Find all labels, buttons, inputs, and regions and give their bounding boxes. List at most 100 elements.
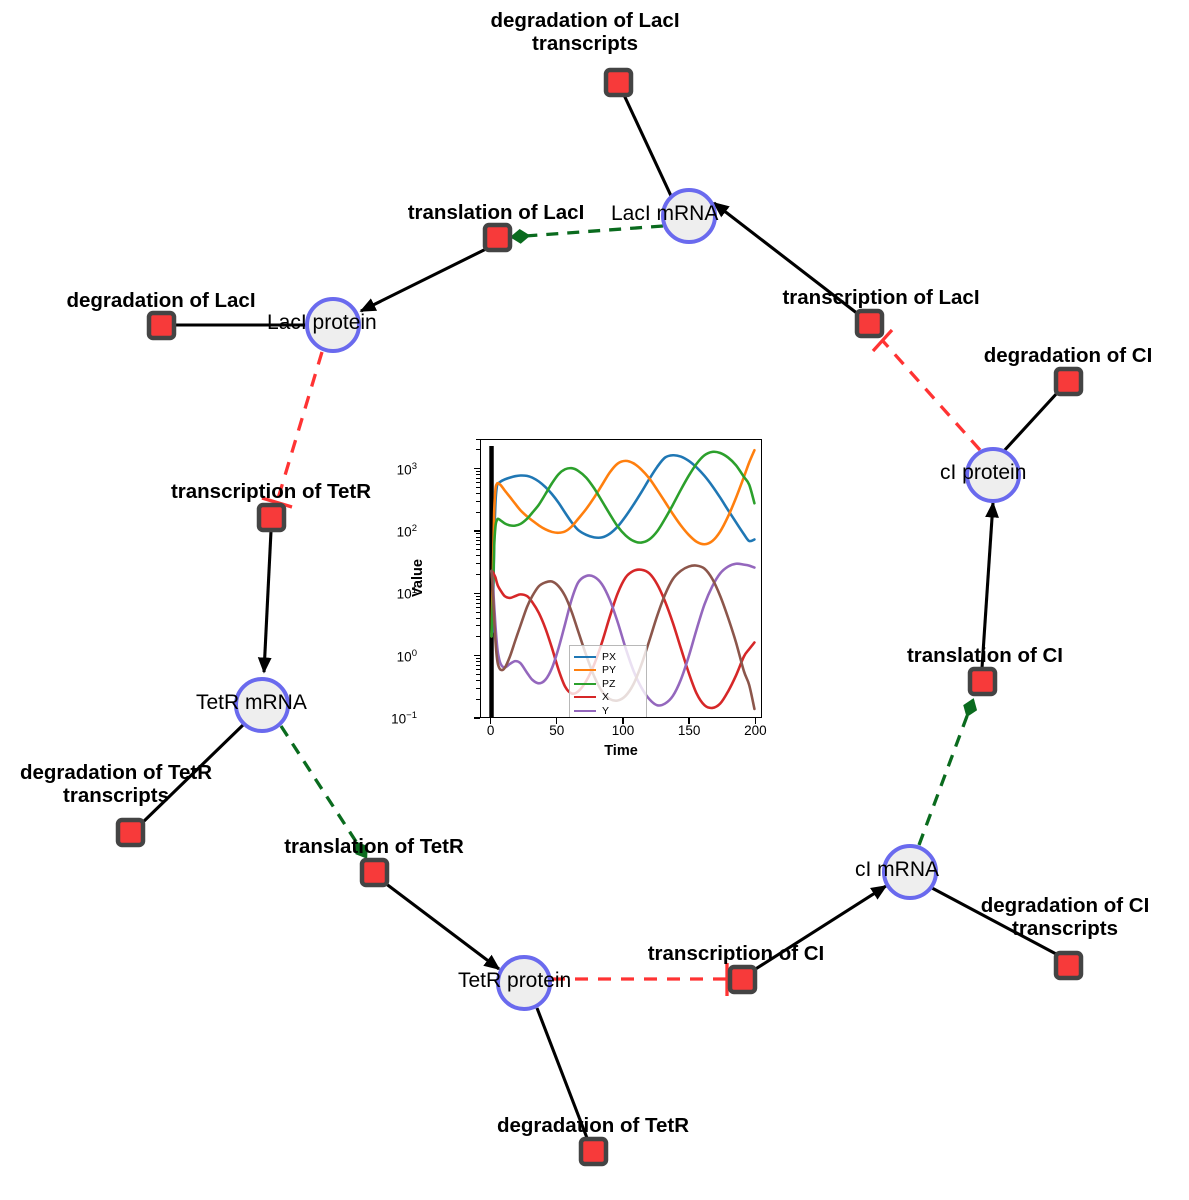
species-label-ci-protein: cI protein — [940, 461, 1027, 484]
chart-y-minor-tickmark — [476, 598, 480, 600]
chart-x-tickmark — [754, 718, 757, 724]
species-node-laci-protein[interactable] — [305, 297, 361, 353]
chart-x-tickmark — [556, 718, 558, 724]
chart-legend-label: PZ — [602, 677, 616, 690]
species-node-ci-protein[interactable] — [965, 447, 1021, 503]
chart-x-tick: 100 — [611, 723, 635, 738]
chart-y-minor-tickmark — [476, 606, 480, 608]
reaction-node-deg-laci-transcripts[interactable] — [603, 67, 634, 98]
chart-legend-label: X — [602, 691, 610, 703]
edge-catalysis-tetr-mrna-translation — [279, 725, 368, 859]
reaction-label-translation-tetr: translation of TetR — [284, 835, 464, 858]
reaction-node-transcription-ci[interactable] — [727, 964, 758, 995]
chart-y-minor-tickmark — [476, 574, 480, 576]
edge-catalysis-ci-mrna-translation — [917, 698, 978, 846]
species-node-ci-mrna[interactable] — [882, 844, 938, 900]
chart-y-tickmark — [474, 717, 480, 719]
species-label-tetr-mrna: TetR mRNA — [196, 691, 307, 714]
reaction-node-translation-tetr[interactable] — [359, 857, 390, 888]
reaction-label-transcription-laci: transcription of LacI — [782, 286, 980, 309]
chart-y-minor-tickmark — [476, 511, 480, 513]
chart-legend-label: Y — [602, 704, 610, 717]
chart-y-tick: 102 — [396, 522, 417, 540]
chart-y-tickmark — [474, 468, 480, 470]
chart-y-minor-tickmark — [476, 555, 480, 557]
species-node-tetr-mrna[interactable] — [234, 677, 290, 733]
species-node-tetr-protein[interactable] — [496, 955, 552, 1011]
edge-deg-ci-transcripts — [931, 886, 1059, 957]
edge-deg-ci — [1001, 390, 1060, 454]
chart-y-minor-tickmark — [476, 687, 480, 689]
chart-y-minor-tickmark — [476, 611, 480, 613]
chart-x-tickmark — [688, 718, 690, 724]
chart-legend-swatch — [574, 682, 596, 685]
reaction-node-transcription-laci[interactable] — [854, 308, 885, 339]
chart-y-minor-tickmark — [476, 658, 480, 660]
chart-x-tick: 200 — [744, 723, 767, 738]
chart-y-minor-tickmark — [476, 549, 480, 551]
chart-y-minor-tickmark — [476, 500, 480, 502]
reaction-label-deg-laci: degradation of LacI — [66, 289, 256, 312]
chart-x-tickmark — [489, 718, 492, 724]
chart-y-minor-tickmark — [476, 617, 480, 619]
chart-legend-label: PY — [602, 664, 617, 676]
chart-y-minor-tickmark — [476, 595, 480, 597]
edge-translation-ci-to-protein — [980, 501, 999, 669]
reaction-label-translation-ci: translation of CI — [906, 644, 1064, 667]
reaction-node-translation-laci[interactable] — [482, 222, 513, 253]
chart-y-minor-tickmark — [476, 669, 480, 670]
chart-legend-item: Y — [574, 704, 641, 717]
reaction-node-transcription-tetr[interactable] — [256, 502, 287, 533]
reaction-node-deg-tetr-transcripts[interactable] — [115, 817, 146, 848]
chart-legend-item: PX — [574, 650, 641, 664]
chart-y-minor-tickmark — [476, 698, 480, 700]
chart-y-tick: 100 — [396, 647, 417, 664]
edge-inhibition-tetr-protein-transcription-ci — [552, 963, 729, 996]
chart-y-minor-tickmark — [476, 661, 480, 663]
chart-legend-swatch — [574, 655, 596, 658]
chart-y-minor-tickmark — [476, 438, 480, 440]
chart-y-minor-tickmark — [476, 477, 480, 479]
chart-legend-swatch — [574, 709, 596, 712]
reaction-label-deg-ci-transcripts: degradation of CI transcripts — [980, 894, 1150, 940]
reaction-label-transcription-tetr: transcription of TetR — [170, 480, 372, 503]
species-node-laci-mrna[interactable] — [661, 188, 717, 244]
chart-legend-item: PY — [574, 664, 641, 678]
chart-series-py — [490, 448, 756, 638]
edge-deg-laci-transcripts — [622, 94, 674, 199]
reaction-label-translation-laci: translation of LacI — [407, 201, 585, 224]
chart-y-tickmark — [474, 530, 480, 532]
chart-y-minor-tickmark — [476, 563, 480, 565]
reaction-node-deg-tetr[interactable] — [578, 1136, 609, 1167]
edge-translation-laci-to-protein — [359, 246, 489, 313]
edge-translation-tetr-to-protein — [384, 881, 501, 971]
species-label-laci-mrna: LacI mRNA — [611, 202, 719, 225]
reaction-label-transcription-ci: transcription of CI — [647, 942, 825, 965]
chart-legend: PXPYPZXYZ — [569, 645, 647, 717]
chart-y-tickmark — [474, 592, 480, 595]
chart-y-minor-tickmark — [476, 536, 480, 538]
chart-y-minor-tickmark — [476, 544, 480, 546]
reaction-node-translation-ci[interactable] — [967, 666, 998, 697]
chart-y-minor-tickmark — [476, 474, 480, 476]
chart-y-minor-tickmark — [476, 625, 480, 627]
chart-x-axis-label: Time — [604, 743, 638, 759]
chart-y-minor-tickmark — [476, 533, 480, 535]
chart-legend-item: X — [574, 691, 641, 705]
reaction-label-deg-ci: degradation of CI — [983, 344, 1153, 367]
chart-y-tick: 10−1 — [391, 709, 417, 727]
edge-catalysis-laci-mrna-translation — [509, 224, 664, 244]
edge-deg-tetr-transcripts — [139, 723, 245, 826]
chart-y-minor-tickmark — [476, 679, 480, 681]
chart-legend-swatch — [574, 669, 596, 672]
reaction-node-deg-ci-transcripts[interactable] — [1053, 950, 1084, 981]
reaction-node-deg-ci[interactable] — [1053, 366, 1084, 397]
chart-y-minor-tickmark — [476, 471, 480, 473]
chart-series-px — [490, 453, 756, 636]
edge-transcription-tetr-to-mrna — [257, 530, 273, 674]
chart-y-minor-tickmark — [476, 636, 480, 638]
reaction-node-deg-laci[interactable] — [146, 310, 177, 341]
chart-legend-item: PZ — [574, 677, 641, 691]
